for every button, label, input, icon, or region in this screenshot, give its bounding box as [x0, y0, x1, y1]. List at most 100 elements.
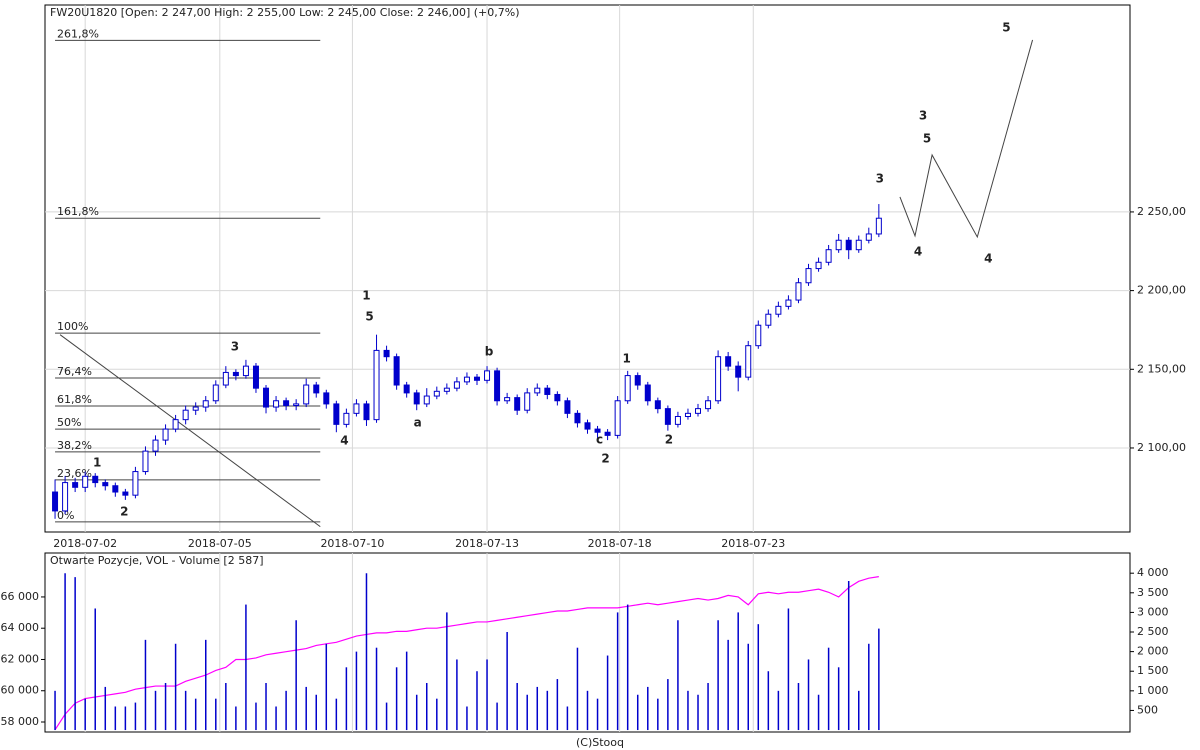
candle-body — [142, 450, 149, 473]
candle-body — [825, 249, 832, 263]
wave-label: 4 — [984, 252, 992, 266]
candle-body — [363, 403, 370, 421]
candle-body — [92, 475, 99, 484]
candle-body — [604, 431, 611, 436]
candle-body — [835, 239, 842, 251]
candle-body — [534, 387, 541, 394]
candle-body — [433, 390, 440, 397]
candle-body — [755, 324, 762, 347]
y2-tick-label: 1 000 — [1137, 684, 1169, 697]
candle-body — [242, 365, 249, 377]
wave-label: 5 — [365, 309, 373, 323]
y2-tick-label: 2 500 — [1137, 625, 1169, 638]
candle-body — [353, 403, 360, 414]
candle-body — [463, 376, 470, 383]
candle-body — [594, 428, 601, 433]
candle-body — [273, 400, 280, 408]
candle-body — [182, 409, 189, 421]
y-tick-label: 60 000 — [1, 684, 40, 697]
candle-body — [564, 400, 571, 414]
y-tick-label: 2 150,00 — [1137, 362, 1186, 375]
y-tick-label: 2 200,00 — [1137, 284, 1186, 297]
chart-title: FW20U1820 [Open: 2 247,00 High: 2 255,00… — [50, 6, 520, 19]
candle-body — [82, 475, 89, 488]
wave-label: 3 — [876, 171, 884, 185]
trend-line — [59, 334, 321, 528]
wave-label: 3 — [919, 108, 927, 122]
wave-label: 3 — [231, 339, 239, 353]
x-tick-label: 2018-07-23 — [721, 537, 785, 550]
candle-body — [875, 217, 882, 235]
fib-label: 261,8% — [57, 27, 99, 40]
y-tick-label: 66 000 — [1, 590, 40, 603]
candle-body — [263, 387, 270, 408]
fib-label: 50% — [57, 416, 81, 429]
candle-body — [845, 239, 852, 251]
wave-label: 5 — [923, 131, 931, 145]
candle-body — [504, 397, 511, 402]
candle-body — [423, 395, 430, 405]
y-tick-label: 64 000 — [1, 621, 40, 634]
candle-body — [524, 392, 531, 411]
candle-body — [614, 400, 621, 436]
y2-tick-label: 3 500 — [1137, 586, 1169, 599]
open-interest-line — [54, 576, 879, 731]
plot-layer: 2 100,00 2 150,00 2 200,00 2 250,00 2018-07-… — [1, 5, 1186, 732]
candle-body — [293, 403, 300, 406]
wave-label: 2 — [120, 504, 128, 518]
candle-body — [574, 412, 581, 424]
candle-body — [815, 261, 822, 270]
candle-body — [152, 439, 159, 452]
wave-label: 4 — [340, 433, 348, 447]
candle-body — [725, 356, 732, 367]
wave-label: a — [414, 415, 422, 429]
y-tick-label: 62 000 — [1, 652, 40, 665]
wave-label: 4 — [914, 244, 922, 258]
candle-body — [323, 392, 330, 405]
candle-body — [72, 482, 79, 488]
candle-body — [584, 422, 591, 430]
candle-body — [162, 428, 169, 441]
y2-tick-label: 3 000 — [1137, 605, 1169, 618]
y2-tick-label: 1 500 — [1137, 664, 1169, 677]
candle-body — [473, 376, 480, 381]
candle-body — [122, 491, 129, 496]
candle-body — [514, 397, 521, 411]
fib-label: 0% — [57, 509, 74, 522]
candle-body — [865, 233, 872, 241]
fib-label: 38,2% — [57, 439, 92, 452]
candle-body — [283, 400, 290, 406]
candle-body — [443, 387, 450, 392]
candle-body — [102, 482, 109, 487]
volume-title: Otwarte Pozycje, VOL - Volume [2 587] — [50, 554, 264, 567]
candle-body — [544, 387, 551, 395]
y2-tick-label: 2 000 — [1137, 645, 1169, 658]
x-tick-label: 2018-07-13 — [455, 537, 519, 550]
wave-label: 1 — [623, 351, 631, 365]
projection-line — [899, 39, 1034, 239]
candle-body — [413, 392, 420, 405]
candle-body — [172, 419, 179, 430]
fib-label: 161,8% — [57, 205, 99, 218]
candle-body — [554, 393, 561, 402]
y2-tick-label: 4 000 — [1137, 566, 1169, 579]
fib-label: 100% — [57, 320, 88, 333]
candle-body — [715, 356, 722, 402]
candle-body — [383, 349, 390, 358]
y-tick-label: 2 100,00 — [1137, 441, 1186, 454]
x-tick-label: 2018-07-10 — [320, 537, 384, 550]
candle-body — [775, 305, 782, 315]
candle-body — [132, 471, 139, 496]
candle-body — [403, 384, 410, 394]
candle-body — [674, 415, 681, 425]
candle-body — [62, 482, 69, 512]
wave-label: 1 — [362, 288, 370, 302]
candle-body — [805, 268, 812, 284]
candle-body — [252, 365, 259, 389]
y2-tick-label: 500 — [1137, 703, 1158, 716]
candle-body — [453, 381, 460, 389]
candle-body — [765, 313, 772, 326]
wave-label: 2 — [665, 433, 673, 447]
candle-body — [333, 403, 340, 425]
